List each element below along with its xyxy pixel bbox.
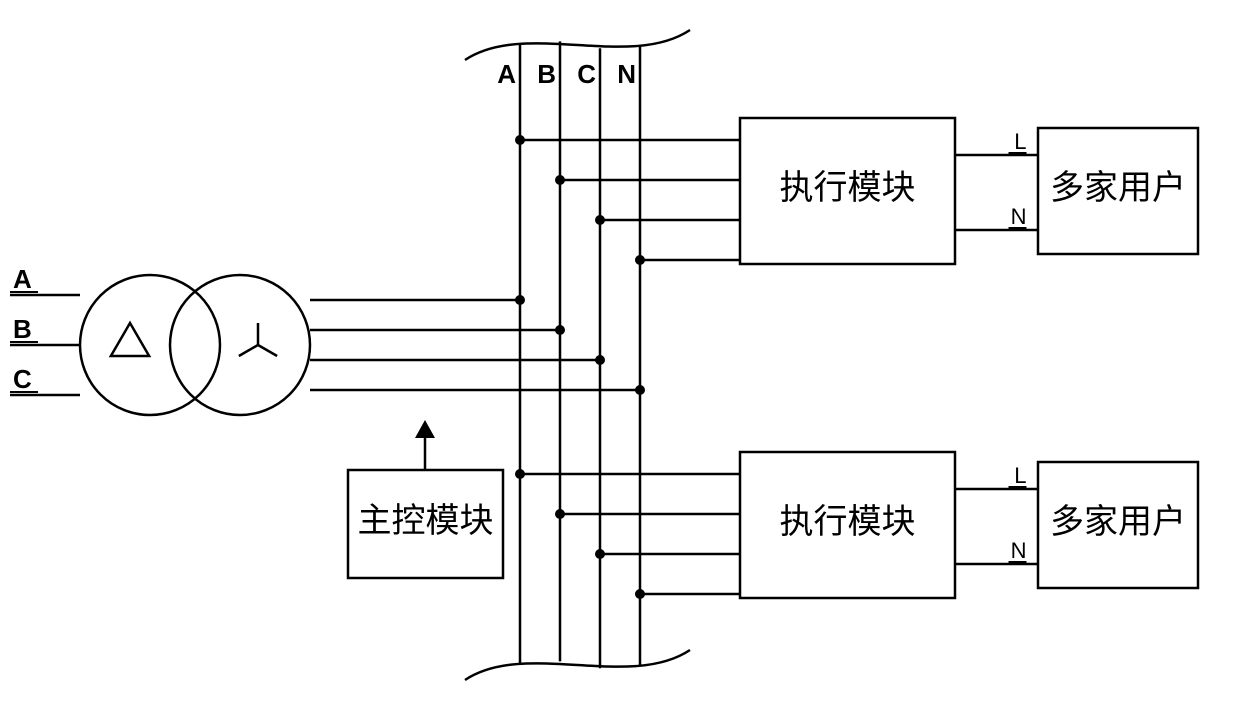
- connection-dot: [635, 255, 645, 265]
- bus-label-C: C: [577, 59, 596, 89]
- branch1-out-label-L: L: [1014, 463, 1026, 488]
- user-box-label-1: 多家用户: [1050, 503, 1186, 541]
- branch0-out-label-N: N: [1011, 204, 1027, 229]
- connection-dot: [595, 355, 605, 365]
- connection-dot: [515, 295, 525, 305]
- connection-dot: [555, 175, 565, 185]
- input-label-C: C: [13, 364, 32, 394]
- user-box-label-0: 多家用户: [1050, 169, 1186, 207]
- bus-label-N: N: [617, 59, 636, 89]
- controller-label: 主控模块: [358, 502, 494, 540]
- bus-break-top: [465, 30, 690, 60]
- connection-dot: [515, 469, 525, 479]
- connection-dot: [555, 509, 565, 519]
- connection-dot: [635, 385, 645, 395]
- input-label-A: A: [13, 264, 32, 294]
- connection-dot: [595, 215, 605, 225]
- connection-dot: [515, 135, 525, 145]
- bus-label-B: B: [537, 59, 556, 89]
- delta-icon: [111, 323, 149, 356]
- connection-dot: [595, 549, 605, 559]
- controller-arrowhead-icon: [415, 420, 435, 438]
- branch0-out-label-L: L: [1014, 129, 1026, 154]
- bus-label-A: A: [497, 59, 516, 89]
- transformer-secondary: [170, 275, 310, 415]
- exec-module-label-1: 执行模块: [780, 503, 916, 541]
- input-label-B: B: [13, 314, 32, 344]
- bus-break-bottom: [465, 650, 690, 680]
- connection-dot: [635, 589, 645, 599]
- exec-module-label-0: 执行模块: [780, 169, 916, 207]
- connection-dot: [555, 325, 565, 335]
- branch1-out-label-N: N: [1011, 538, 1027, 563]
- transformer-primary: [80, 275, 220, 415]
